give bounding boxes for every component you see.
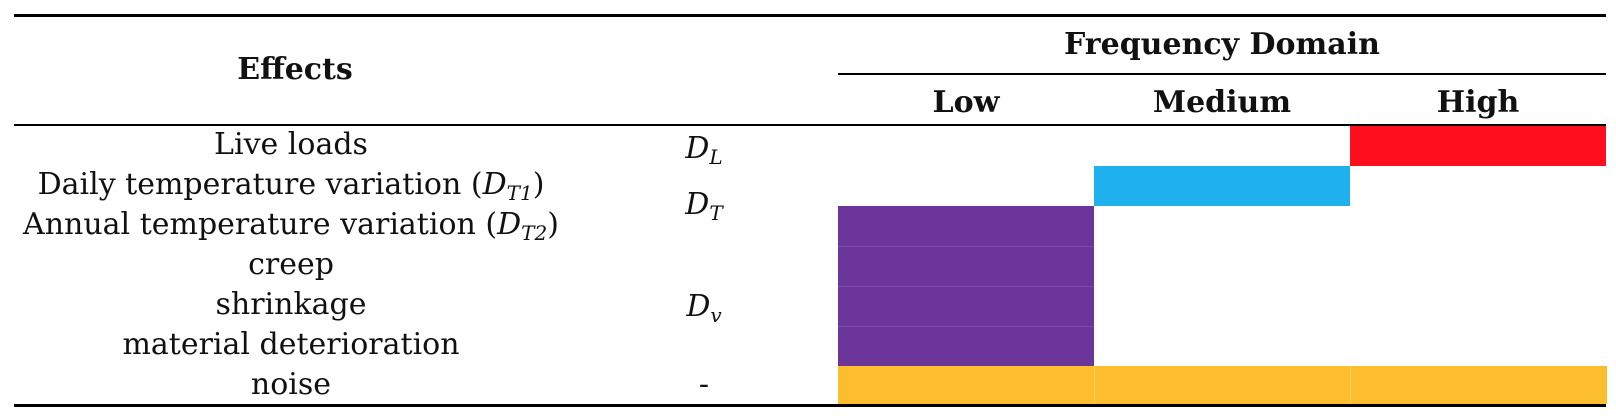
high-column-header: High bbox=[1436, 85, 1520, 120]
effect-daily-temperature-variation: Daily temperature variation (DT1) bbox=[37, 167, 545, 205]
symbol-live-loads: DL bbox=[685, 131, 723, 169]
top-rule bbox=[14, 14, 1606, 17]
frequency-domain-header: Frequency Domain bbox=[1064, 27, 1380, 62]
material-deterioration-low-cell bbox=[838, 326, 1094, 367]
effect-noise: noise bbox=[250, 367, 332, 402]
effect-shrinkage: shrinkage bbox=[215, 287, 367, 322]
daily-temp-medium-cell bbox=[1094, 166, 1350, 206]
effect-creep: creep bbox=[248, 247, 334, 282]
annual-temp-low-cell bbox=[838, 206, 1094, 246]
bottom-rule bbox=[14, 404, 1606, 407]
low-column-header: Low bbox=[932, 85, 1000, 120]
effect-live-loads: Live loads bbox=[214, 127, 368, 162]
effect-annual-temperature-variation: Annual temperature variation (DT2) bbox=[23, 207, 559, 245]
header-bottom-rule bbox=[14, 124, 1606, 126]
live-loads-high-cell bbox=[1350, 126, 1606, 166]
shrinkage-low-cell bbox=[838, 286, 1094, 327]
noise-medium-cell bbox=[1094, 366, 1351, 404]
effects-header: Effects bbox=[237, 52, 353, 87]
symbol-noise: - bbox=[698, 367, 710, 402]
effect-material-deterioration: material deterioration bbox=[122, 327, 460, 362]
frequency-domain-underline bbox=[838, 73, 1606, 75]
noise-high-cell bbox=[1350, 366, 1607, 404]
symbol-creep-shrinkage-deterioration: Dv bbox=[686, 289, 722, 327]
noise-low-cell bbox=[838, 366, 1094, 404]
symbol-temperature: DT bbox=[685, 187, 723, 225]
creep-low-cell bbox=[838, 246, 1094, 287]
medium-column-header: Medium bbox=[1152, 85, 1292, 120]
